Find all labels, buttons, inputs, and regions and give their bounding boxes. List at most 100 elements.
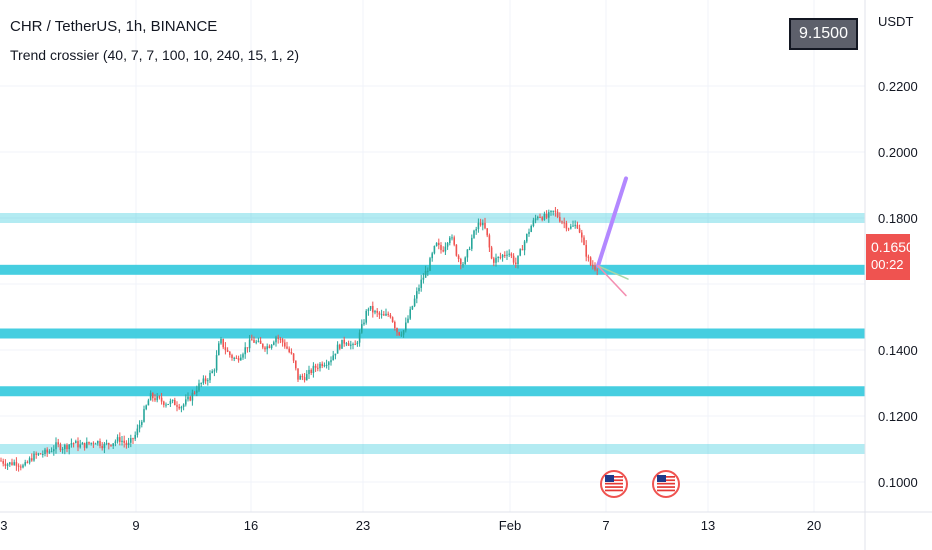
candle-body (116, 437, 119, 442)
price-tick-label: 0.2000 (878, 145, 918, 160)
candle-body (534, 218, 537, 221)
candle-body (402, 330, 405, 335)
candle-body (37, 453, 40, 455)
candle-body (264, 347, 266, 350)
candle-body (244, 347, 246, 355)
candle-body (281, 339, 284, 343)
candle-body (48, 451, 51, 453)
candle-body (495, 257, 497, 263)
candle-body (583, 237, 585, 245)
candle-body (94, 443, 97, 445)
candle-body (596, 269, 598, 271)
candle-body (189, 396, 191, 401)
candle-body (499, 256, 502, 258)
flag-stripe (657, 486, 675, 488)
candle-body (198, 383, 200, 391)
candle-body (589, 257, 592, 265)
time-axis[interactable]: 2023 9 16 23 Feb 7 13 20 (0, 518, 821, 533)
candle-body (130, 438, 132, 443)
candle-body (431, 253, 433, 259)
candle-body (42, 454, 44, 456)
support-resistance-zone (0, 213, 865, 223)
candle-body (108, 443, 110, 445)
candle-body (290, 352, 293, 354)
candle-body (504, 254, 506, 256)
time-tick-label: Feb (499, 518, 521, 533)
candle-body (279, 338, 282, 340)
projection-line-pink (597, 265, 627, 297)
candle-body (477, 222, 480, 230)
candle-body (479, 222, 482, 226)
projection-line-green (597, 265, 629, 280)
candle-body (6, 464, 9, 466)
candle-body (237, 358, 240, 361)
candle-body (251, 339, 253, 341)
candle-body (332, 355, 334, 361)
indicator-label[interactable]: Trend crossier (40, 7, 7, 100, 10, 240, … (10, 47, 299, 63)
candle-body (515, 262, 517, 265)
candle-body (229, 351, 231, 356)
currency-unit[interactable]: USDT (878, 14, 914, 29)
candle-body (325, 364, 328, 366)
candle-body (548, 212, 550, 218)
candle-body (482, 222, 484, 226)
candle-body (488, 235, 491, 248)
candle-body (31, 458, 33, 461)
us-flag-icon[interactable] (600, 470, 628, 498)
candle-body (134, 434, 136, 439)
candle-body (592, 264, 594, 267)
projection-lines (596, 176, 629, 297)
economic-events[interactable] (600, 470, 680, 498)
candle-body (457, 255, 460, 260)
candle-body (275, 337, 277, 343)
candle-body (295, 360, 297, 369)
candles (0, 206, 598, 472)
candle-body (147, 400, 150, 406)
candle-body (103, 443, 106, 449)
grid-lines (0, 0, 865, 512)
time-tick-label: 23 (356, 518, 370, 533)
candle-body (345, 343, 348, 345)
us-flag-icon[interactable] (652, 470, 680, 498)
candle-body (97, 440, 99, 444)
symbol-title[interactable]: CHR / TetherUS, 1h, BINANCE (10, 18, 218, 35)
candle-body (363, 322, 365, 325)
candle-body (508, 253, 510, 255)
candle-body (83, 442, 86, 448)
candle-body (561, 221, 563, 223)
candle-body (451, 237, 453, 239)
candle-body (420, 279, 422, 288)
candle-body (55, 442, 57, 450)
candle-body (435, 242, 438, 246)
candle-body (174, 399, 176, 406)
support-resistance-zone (0, 264, 865, 275)
candle-body (444, 246, 447, 252)
candle-body (2, 461, 4, 464)
price-axis[interactable]: 0.2200 0.2000 0.1800 0.1400 0.1200 0.1000 (878, 79, 918, 490)
candle-body (39, 453, 42, 455)
flag-stripe (657, 489, 675, 492)
candle-body (314, 365, 317, 368)
candle-body (356, 342, 359, 345)
candle-body (284, 342, 286, 347)
candle-body (154, 398, 156, 401)
candle-body (411, 306, 414, 310)
candle-body (240, 357, 242, 361)
candle-body (9, 462, 11, 465)
candle-body (380, 314, 383, 316)
price-tick-label: 0.1200 (878, 409, 918, 424)
candle-body (350, 344, 352, 346)
candle-body (233, 357, 235, 359)
candle-body (523, 241, 526, 251)
flag-canton (657, 475, 666, 482)
candle-body (449, 237, 451, 244)
candle-body (460, 259, 462, 265)
support-resistance-zone (0, 444, 865, 454)
candle-body (165, 404, 167, 406)
candle-body (110, 444, 112, 446)
time-tick-label: 9 (132, 518, 139, 533)
candle-body (306, 374, 308, 381)
flag-stripe (605, 486, 623, 488)
candle-body (24, 462, 26, 466)
